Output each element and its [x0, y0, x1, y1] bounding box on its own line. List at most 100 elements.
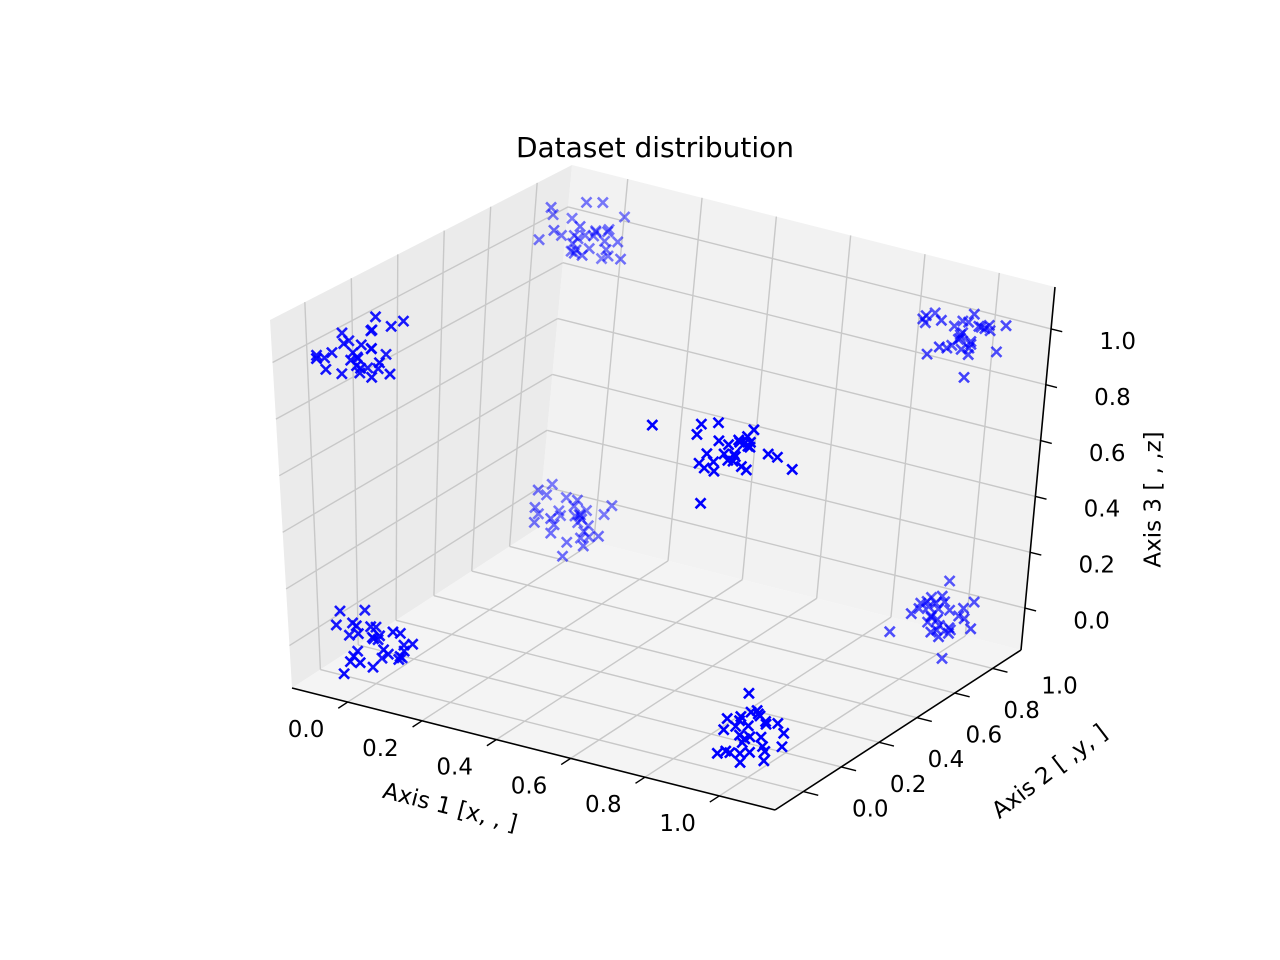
data-point-stroke — [708, 465, 720, 478]
data-point-stroke — [365, 342, 378, 355]
data-point-stroke — [344, 655, 357, 668]
data-point-stroke — [350, 359, 363, 372]
data-point-stroke — [350, 619, 363, 632]
data-point — [968, 308, 981, 321]
data-point — [365, 323, 378, 336]
data-point — [722, 438, 735, 451]
data-point-stroke — [529, 501, 541, 514]
data-point-stroke — [964, 622, 977, 635]
gridline-y-side — [350, 278, 359, 645]
data-point — [335, 367, 348, 380]
data-point-stroke — [602, 250, 614, 263]
data-point — [568, 229, 581, 242]
data-point — [546, 478, 559, 491]
gridline-x-floor — [718, 635, 966, 797]
data-point-stroke — [614, 253, 627, 266]
data-point-stroke — [568, 229, 581, 242]
data-point-stroke — [373, 356, 386, 369]
z-tick — [1050, 328, 1063, 333]
data-point-stroke — [932, 630, 945, 643]
data-point — [964, 338, 977, 351]
data-point — [745, 706, 757, 719]
data-point-stroke — [758, 745, 771, 758]
data-point-stroke — [346, 346, 359, 359]
data-point-stroke — [598, 235, 611, 248]
data-point-stroke — [595, 252, 608, 265]
y-tick — [803, 790, 819, 796]
data-point — [601, 225, 614, 238]
z-tick-label: 0.2 — [1078, 552, 1115, 578]
data-point — [698, 462, 711, 474]
data-point — [883, 625, 896, 638]
data-point — [707, 455, 720, 468]
gridline-x-floor — [644, 616, 892, 778]
data-point-stroke — [385, 320, 398, 333]
data-point-stroke — [330, 618, 343, 631]
data-point-stroke — [955, 343, 968, 356]
data-point-stroke — [776, 740, 788, 753]
data-point-stroke — [984, 324, 997, 337]
y-tick — [992, 667, 1008, 673]
data-point-stroke — [319, 363, 332, 376]
gridline-y-side — [395, 254, 399, 621]
data-point-stroke — [968, 596, 981, 608]
data-point-stroke — [964, 335, 977, 348]
data-point-stroke — [367, 661, 379, 674]
data-point-stroke — [544, 512, 557, 525]
data-point-stroke — [578, 525, 590, 538]
data-point-stroke — [936, 652, 948, 665]
data-point — [575, 513, 588, 526]
data-point — [931, 613, 944, 626]
data-point-stroke — [754, 710, 766, 722]
data-point-stroke — [721, 454, 734, 467]
data-point — [369, 310, 382, 323]
data-point-stroke — [387, 626, 399, 638]
data-point — [771, 451, 784, 464]
data-point — [595, 252, 608, 265]
gridline-x-floor — [347, 541, 595, 703]
data-point — [936, 652, 948, 665]
data-point — [614, 253, 627, 266]
data-point-stroke — [595, 252, 608, 265]
data-point — [721, 712, 734, 725]
data-point — [777, 727, 790, 740]
gridline-z-side — [289, 485, 543, 647]
data-point — [933, 341, 946, 353]
x-axis-label: Axis 1 [x, , ] — [380, 778, 520, 837]
data-point-stroke — [556, 550, 569, 563]
data-point — [344, 655, 357, 668]
data-point — [560, 536, 573, 549]
data-point-stroke — [691, 428, 703, 441]
x-tick — [560, 757, 572, 766]
data-point — [718, 448, 731, 460]
data-point-stroke — [592, 530, 605, 543]
data-point-stroke — [707, 455, 720, 468]
data-point-stroke — [741, 430, 754, 443]
data-point-stroke — [717, 723, 730, 736]
gridline-y-floor — [509, 545, 993, 670]
data-point-stroke — [958, 371, 970, 384]
gridline-x-back — [667, 197, 703, 561]
data-point-stroke — [921, 348, 933, 361]
data-point — [605, 499, 618, 512]
data-point — [545, 201, 558, 214]
data-point — [942, 621, 955, 634]
data-point-stroke — [743, 746, 756, 759]
data-point-stroke — [533, 233, 545, 246]
data-point — [373, 356, 386, 369]
data-point — [736, 736, 749, 749]
data-point-stroke — [347, 650, 360, 663]
data-point — [723, 746, 736, 759]
data-point — [336, 327, 348, 339]
data-point — [568, 500, 580, 513]
y-tick — [878, 741, 895, 747]
data-point-stroke — [566, 212, 578, 225]
z-tick-label: 0.0 — [1073, 608, 1110, 634]
data-point-stroke — [712, 416, 725, 429]
data-point — [571, 494, 584, 507]
data-point-stroke — [777, 727, 790, 740]
data-point — [574, 532, 587, 545]
data-point-stroke — [727, 455, 739, 468]
data-point-stroke — [334, 605, 346, 617]
data-point — [319, 363, 332, 376]
